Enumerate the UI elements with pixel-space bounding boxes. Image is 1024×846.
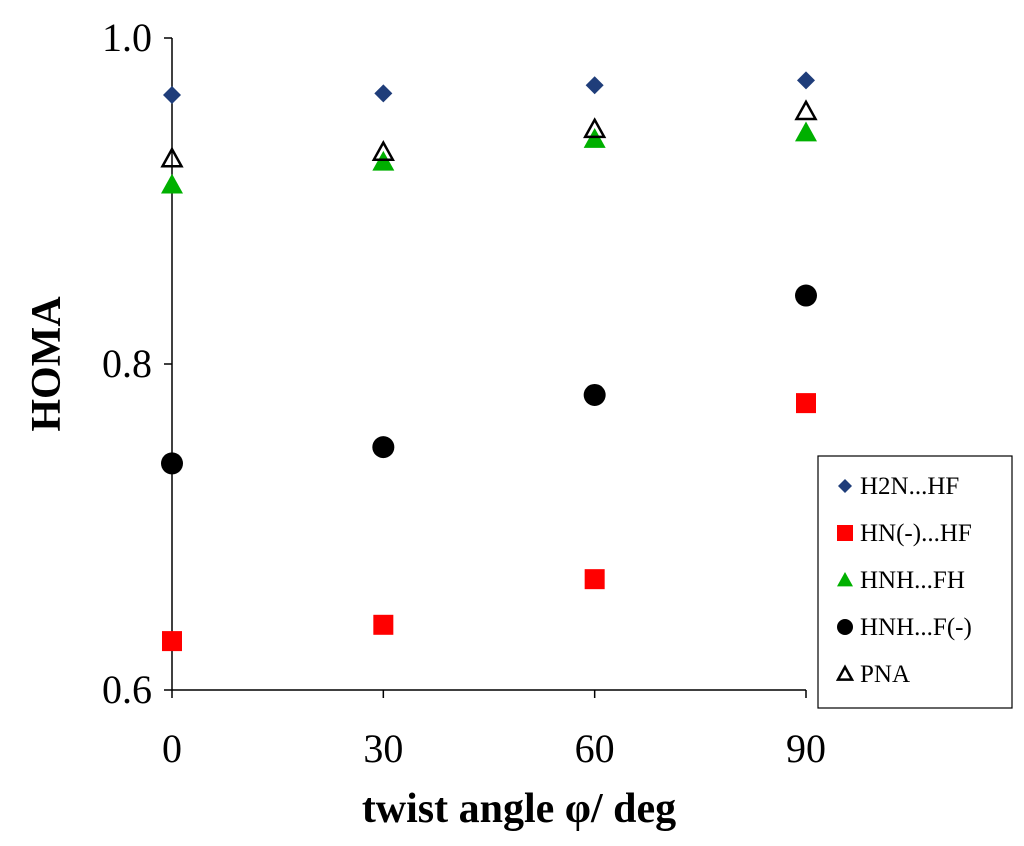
x-axis-title: twist angle φ/ deg	[362, 786, 676, 832]
legend-label-1: H2N...HF	[860, 473, 959, 500]
y-tick-label: 0.6	[102, 667, 152, 712]
data-point-2-3	[584, 569, 605, 590]
legend-label-4: HNH...F(-)	[860, 614, 972, 641]
ticks: 0.6 0.8 1.0 0 30 60 90	[102, 15, 826, 771]
data-point-3-1	[161, 173, 183, 194]
legend: H2N...HF HN(-)...HF HNH...FH HNH...F(-) PNA	[817, 455, 1013, 709]
data-point-5-3	[583, 117, 607, 139]
legend-label-5: PNA	[860, 661, 910, 688]
data-point-1-4	[797, 71, 815, 90]
legend-marker-2	[837, 525, 853, 541]
data-point-2-1	[162, 631, 182, 652]
data-points	[160, 71, 818, 652]
x-tick-label: 60	[575, 726, 615, 771]
legend-marker-5	[835, 664, 855, 681]
data-point-5-2	[371, 140, 395, 161]
data-point-1-1	[163, 86, 181, 105]
data-point-2-2	[373, 614, 394, 635]
x-tick-label: 0	[162, 726, 182, 771]
legend-label-3: HNH...FH	[860, 567, 965, 594]
legend-marker-3	[837, 572, 853, 587]
legend-label-2: HN(-)...HF	[860, 520, 972, 547]
data-point-3-4	[795, 121, 817, 142]
data-point-2-4	[796, 393, 816, 414]
legend-marker-4	[837, 619, 853, 635]
legend-marker-1	[838, 479, 852, 493]
y-tick-label: 0.8	[102, 341, 152, 386]
data-point-4-2	[372, 436, 395, 459]
data-point-4-3	[583, 383, 606, 406]
data-point-1-3	[585, 76, 604, 95]
axes	[171, 38, 806, 691]
y-axis-title: HOMA	[24, 296, 70, 432]
y-tick-label: 1.0	[102, 15, 152, 60]
data-point-4-4	[795, 284, 817, 307]
x-tick-label: 90	[786, 726, 826, 771]
data-point-1-2	[374, 84, 393, 103]
data-point-5-4	[794, 99, 818, 121]
x-tick-label: 30	[363, 726, 403, 771]
data-point-4-1	[161, 452, 183, 475]
data-point-5-1	[160, 146, 184, 168]
